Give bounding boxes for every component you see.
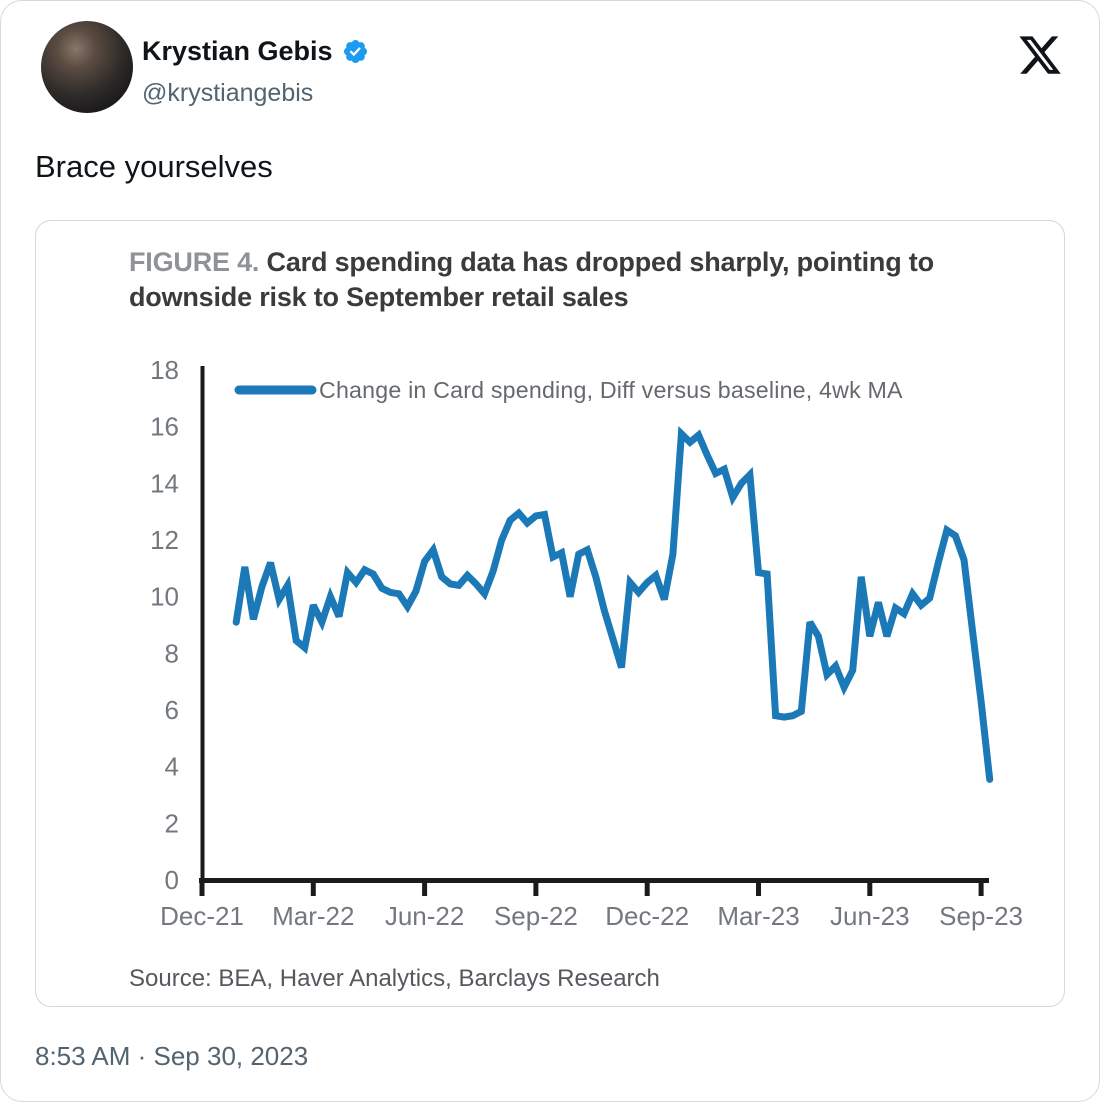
figure-source: Source: BEA, Haver Analytics, Barclays R…: [129, 965, 660, 992]
chart-line: [232, 425, 994, 783]
chart: 0 2 4 6 8 10 12 14 16 18 Dec-21 Mar-22 Jun-22 Sep-22 D…: [150, 355, 1023, 931]
x-tick-label: Sep-23: [939, 901, 1023, 931]
y-tick-label: 4: [165, 752, 179, 782]
x-tick-label: Mar-22: [272, 901, 354, 931]
y-tick-label: 10: [150, 582, 179, 612]
y-tick-label: 16: [150, 412, 179, 442]
timestamp-link[interactable]: 8:53 AM · Sep 30, 2023: [35, 1041, 309, 1071]
y-tick-label: 18: [150, 355, 179, 385]
avatar[interactable]: [41, 21, 133, 113]
y-tick-label: 12: [150, 525, 179, 555]
verified-badge-icon: [343, 40, 367, 64]
x-tick-label: Jun-23: [830, 901, 910, 931]
x-tick-label: Jun-22: [385, 901, 465, 931]
x-logo-icon[interactable]: [1017, 32, 1063, 78]
figure-number: FIGURE 4.: [129, 247, 260, 277]
y-tick-label: 8: [165, 638, 179, 668]
figure-title: FIGURE 4. Card spending data has dropped…: [129, 245, 987, 315]
x-tick-label: Mar-23: [717, 901, 799, 931]
y-tick-label: 14: [150, 468, 179, 498]
x-tick-label: Dec-22: [605, 901, 689, 931]
author-row: Krystian Gebis: [142, 36, 369, 67]
y-tick-label: 6: [165, 695, 179, 725]
figure-title-text: Card spending data has dropped sharply, …: [129, 247, 934, 312]
x-tick-label: Dec-21: [160, 901, 244, 931]
author-name[interactable]: Krystian Gebis: [142, 36, 333, 66]
legend-label: Change in Card spending, Diff versus bas…: [319, 377, 903, 403]
x-tick-label: Sep-22: [494, 901, 578, 931]
author-handle[interactable]: @krystiangebis: [142, 79, 314, 107]
y-tick-label: 2: [165, 808, 179, 838]
tweet-image[interactable]: FIGURE 4. Card spending data has dropped…: [35, 220, 1065, 1007]
y-tick-label: 0: [165, 865, 179, 895]
tweet-text: Brace yourselves: [35, 149, 273, 184]
